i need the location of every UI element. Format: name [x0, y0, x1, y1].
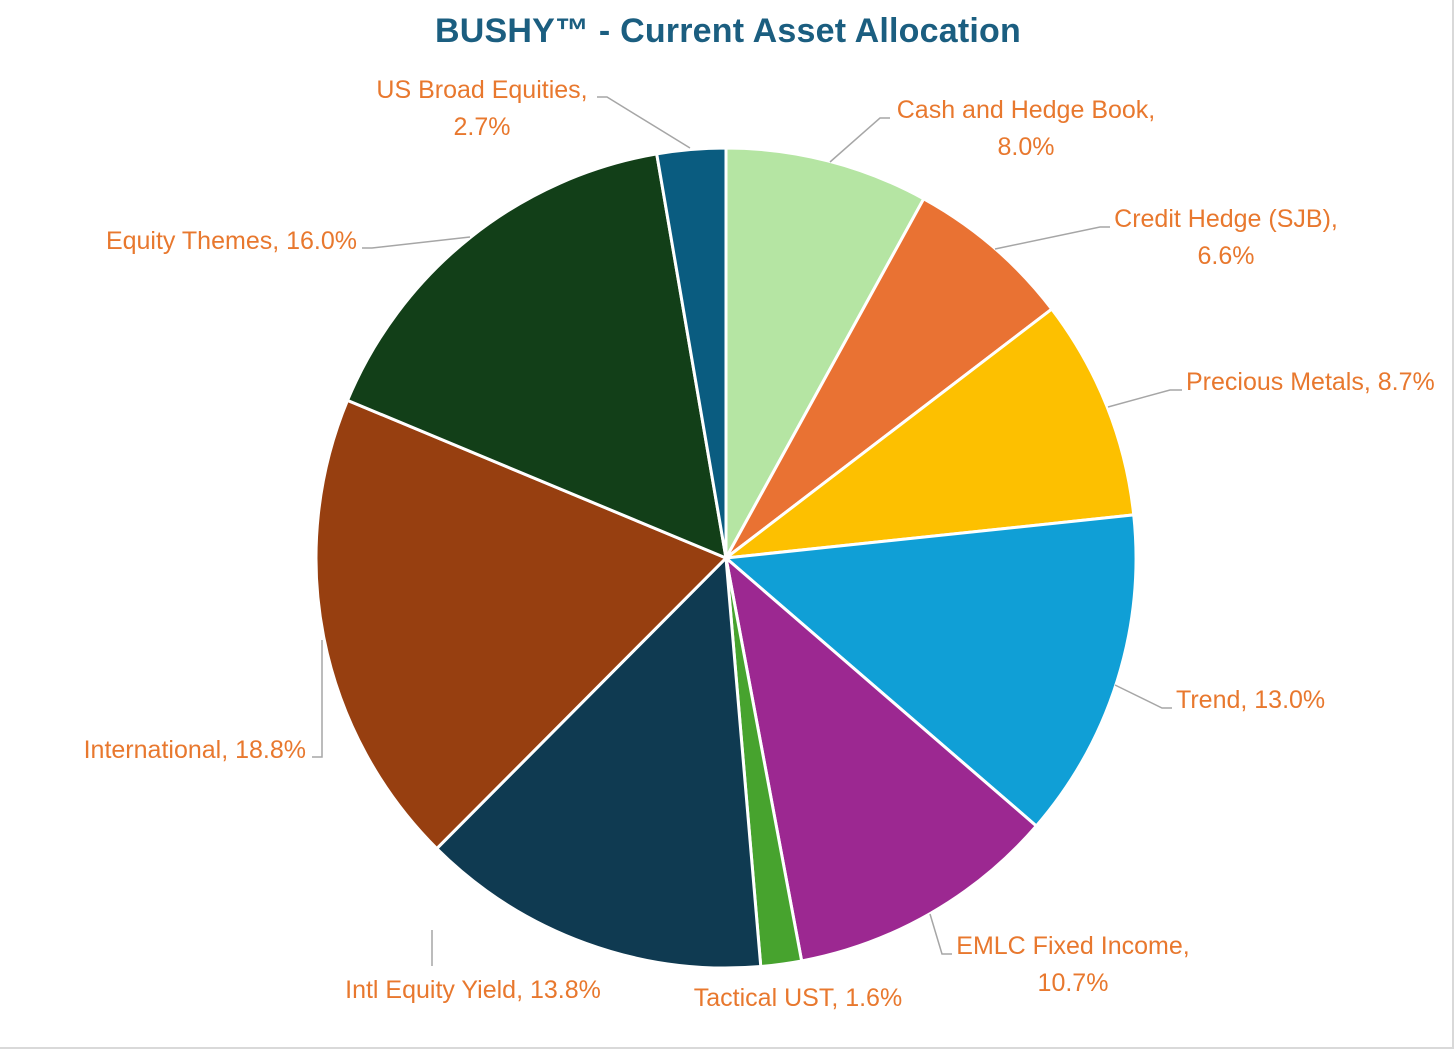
chart-title: BUSHY™ - Current Asset Allocation: [435, 12, 1021, 50]
leader-line-precious-metals: [1107, 389, 1182, 408]
slice-label-line: International, 18.8%: [84, 736, 306, 764]
leader-line-international: [312, 640, 323, 758]
slice-label-precious-metals: Precious Metals, 8.7%: [1186, 368, 1435, 396]
slice-label-tactical-ust: Tactical UST, 1.6%: [694, 984, 902, 1012]
slice-label-line: Cash and Hedge Book,: [897, 96, 1156, 124]
pie-slice-international: [314, 398, 728, 851]
slice-label-line: 6.6%: [1198, 242, 1255, 270]
slice-label-line: Equity Themes, 16.0%: [106, 227, 357, 255]
slice-label-line: 8.0%: [998, 133, 1055, 161]
leader-line-cash-and-hedge-book: [829, 117, 890, 163]
pie-slice-equity-themes: [346, 152, 728, 560]
slice-label-emlc-fixed-income: EMLC Fixed Income, 10.7%: [956, 932, 1189, 997]
leader-line-equity-themes: [362, 236, 471, 249]
pie-slice-trend: [724, 513, 1138, 828]
leader-line-credit-hedge-sjb: [994, 226, 1110, 250]
pie-slice-precious-metals: [724, 307, 1136, 560]
slice-label-international: International, 18.8%: [84, 736, 306, 764]
slice-label-line: Precious Metals, 8.7%: [1186, 368, 1435, 396]
leader-line-trend: [1114, 684, 1172, 709]
slice-label-line: Credit Hedge (SJB),: [1114, 205, 1338, 233]
pie-slice-credit-hedge-sjb: [724, 197, 1054, 560]
leader-line-us-broad-equities: [597, 96, 691, 149]
slice-label-intl-equity-yield: Intl Equity Yield, 13.8%: [345, 976, 601, 1004]
slice-label-equity-themes: Equity Themes, 16.0%: [106, 227, 357, 255]
slice-label-line: US Broad Equities,: [376, 76, 587, 104]
slice-label-cash-and-hedge-book: Cash and Hedge Book, 8.0%: [897, 96, 1156, 161]
pie-slices: [314, 146, 1138, 970]
leader-line-emlc-fixed-income: [929, 913, 952, 955]
slice-label-us-broad-equities: US Broad Equities, 2.7%: [376, 76, 587, 141]
slice-label-line: EMLC Fixed Income,: [956, 932, 1189, 960]
leader-lines: [312, 96, 1182, 966]
slice-label-line: Tactical UST, 1.6%: [694, 984, 902, 1012]
pie-slice-us-broad-equities: [655, 146, 728, 560]
slice-label-trend: Trend, 13.0%: [1176, 686, 1325, 714]
slice-label-line: Intl Equity Yield, 13.8%: [345, 976, 601, 1004]
slice-label-credit-hedge-sjb: Credit Hedge (SJB), 6.6%: [1114, 205, 1338, 270]
slice-label-line: 2.7%: [454, 113, 511, 141]
pie-slice-intl-equity-yield: [435, 556, 763, 970]
slice-label-line: 10.7%: [1038, 969, 1109, 997]
slice-label-line: Trend, 13.0%: [1176, 686, 1325, 714]
slice-labels: Cash and Hedge Book, 8.0% Credit Hedge (SJ…: [84, 76, 1435, 1012]
pie-slice-emlc-fixed-income: [724, 556, 1038, 963]
pie-slice-cash-and-hedge-book: [724, 146, 926, 560]
